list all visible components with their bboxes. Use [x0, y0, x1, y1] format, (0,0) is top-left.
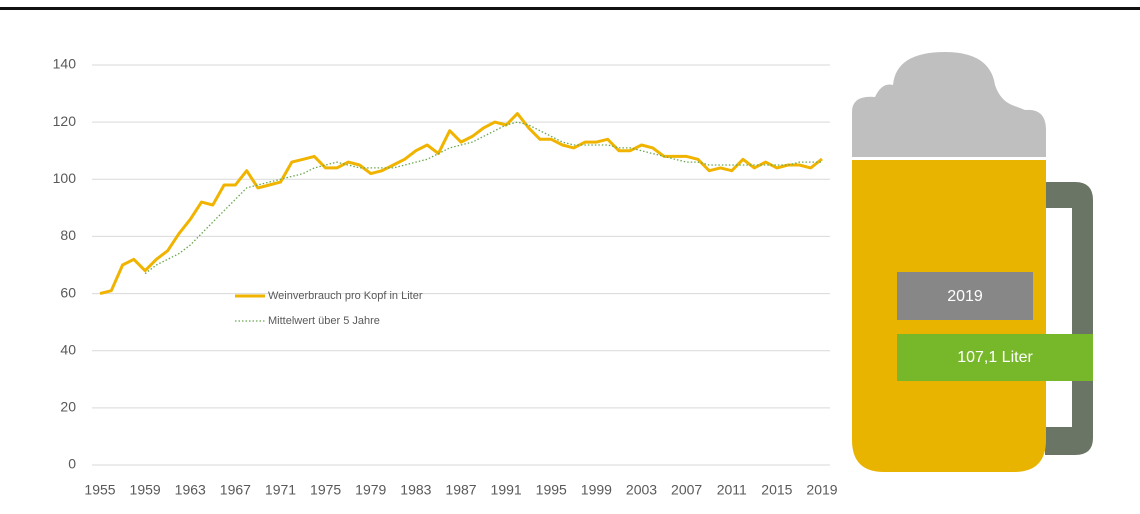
x-tick-label: 1959	[130, 482, 161, 498]
x-tick-label: 1955	[84, 482, 115, 498]
top-rule	[0, 7, 1140, 10]
x-tick-label: 2019	[806, 482, 837, 498]
y-tick-label: 60	[60, 284, 76, 300]
year-label: 2019	[947, 288, 983, 305]
mug-handle	[1045, 182, 1093, 455]
value-box	[897, 334, 1093, 381]
x-tick-label: 1963	[175, 482, 206, 498]
y-tick-label: 140	[53, 56, 77, 72]
x-tick-label: 1983	[400, 482, 431, 498]
y-tick-label: 100	[53, 170, 77, 186]
legend-label: Mittelwert über 5 Jahre	[268, 315, 380, 327]
y-tick-label: 80	[60, 227, 76, 243]
value-label: 107,1 Liter	[957, 349, 1033, 366]
mug-foam	[852, 52, 1046, 157]
x-tick-label: 1987	[445, 482, 476, 498]
x-tick-label: 1995	[536, 482, 567, 498]
year-box	[897, 272, 1033, 320]
y-tick-label: 40	[60, 341, 76, 357]
x-tick-label: 1999	[581, 482, 612, 498]
x-tick-label: 2011	[717, 482, 747, 498]
y-tick-label: 0	[68, 456, 76, 472]
x-tick-label: 2003	[626, 482, 657, 498]
y-tick-label: 120	[53, 113, 77, 129]
x-tick-label: 1991	[491, 482, 522, 498]
x-tick-label: 2007	[671, 482, 702, 498]
series-line	[99, 112, 823, 296]
x-tick-label: 1967	[220, 482, 251, 498]
legend-label: Weinverbrauch pro Kopf in Liter	[268, 290, 423, 302]
y-tick-label: 20	[60, 399, 76, 415]
x-tick-label: 1979	[355, 482, 386, 498]
mug: 2019 107,1 Liter	[852, 52, 1093, 472]
x-tick-label: 1975	[310, 482, 341, 498]
x-tick-label: 1971	[265, 482, 296, 498]
series-line	[144, 121, 822, 275]
x-tick-label: 2015	[761, 482, 792, 498]
